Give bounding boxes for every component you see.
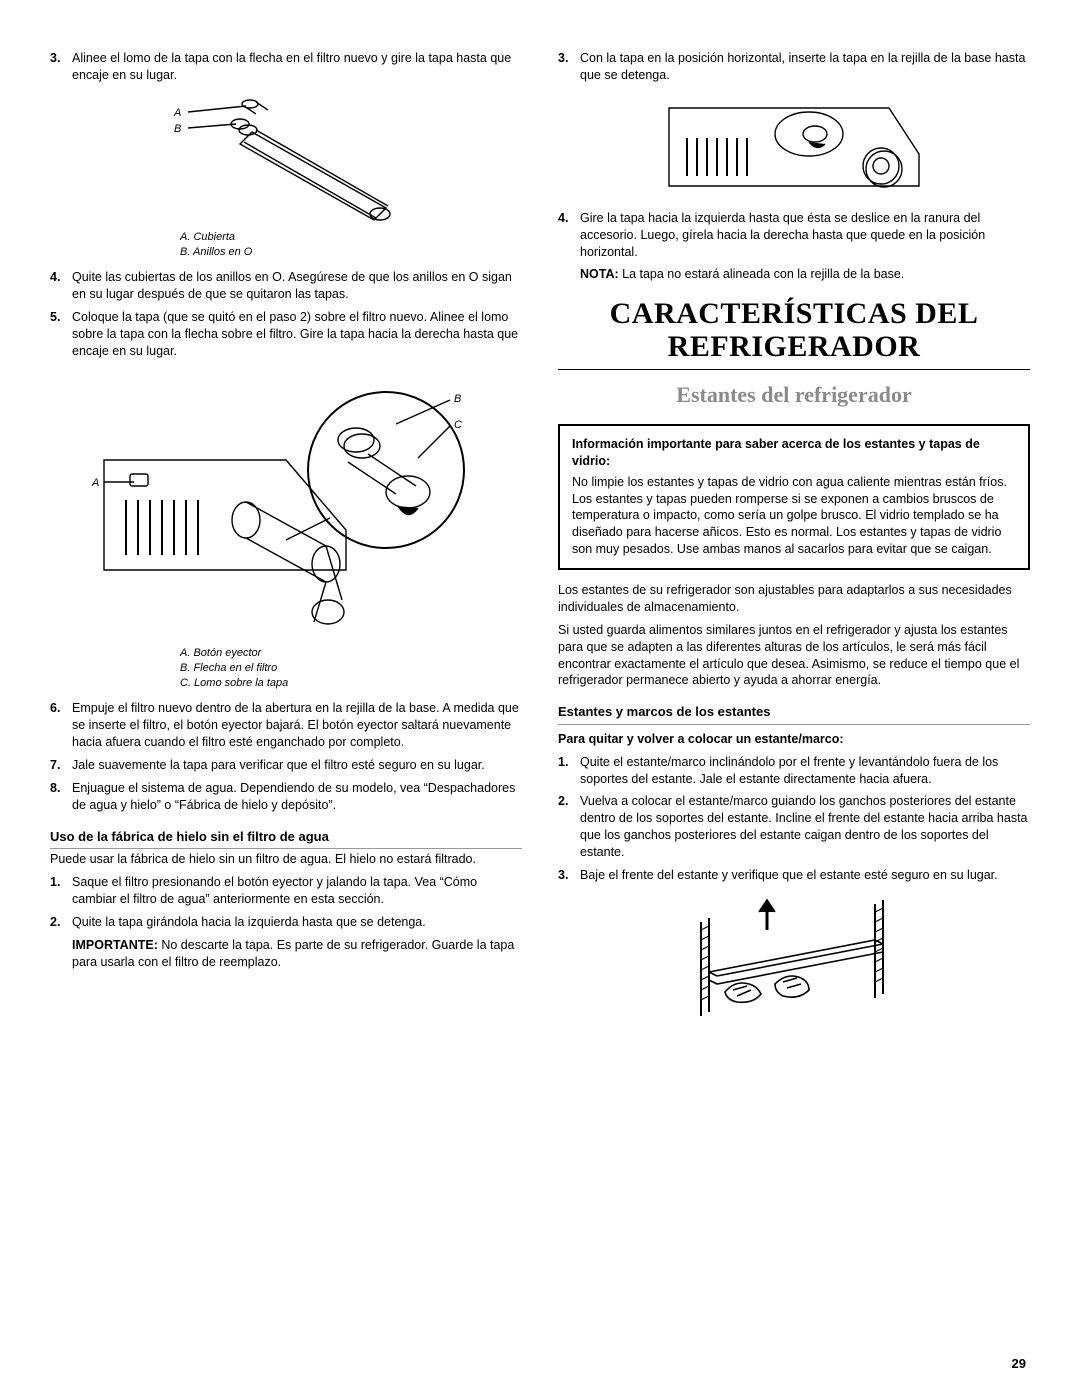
item-number: 4. [558,210,580,261]
left-subhead-1: Uso de la fábrica de hielo sin el filtro… [50,828,522,850]
item-text: Enjuague el sistema de agua. Dependiendo… [72,780,522,814]
page-number: 29 [1012,1355,1026,1373]
caption-c: C. Lomo sobre la tapa [180,676,522,691]
label-a: A [173,107,181,119]
item-number: 3. [50,50,72,84]
svg-text:B: B [454,393,461,405]
list-item: 7. Jale suavemente la tapa para verifica… [50,757,522,774]
right-para-1: Los estantes de su refrigerador son ajus… [558,582,1030,616]
item-number: 3. [558,867,580,884]
info-box-title: Información importante para saber acerca… [572,436,1016,470]
label-b: B [174,123,181,135]
left-list-4: 1. Saque el filtro presionando el botón … [50,874,522,931]
item-text: Vuelva a colocar el estante/marco guiand… [580,793,1030,861]
list-item: 8. Enjuague el sistema de agua. Dependie… [50,780,522,814]
item-text: Alinee el lomo de la tapa con la flecha … [72,50,522,84]
figure1-caption: A. Cubierta B. Anillos en O [180,230,522,260]
item-number: 2. [558,793,580,861]
list-item: 1. Saque el filtro presionando el botón … [50,874,522,908]
section-title: CARACTERÍSTICAS DEL REFRIGERADOR [558,297,1030,363]
nota-label: NOTA: [580,267,619,281]
list-item: 4. Gire la tapa hacia la izquierda hasta… [558,210,1030,261]
right-list-1: 3. Con la tapa en la posición horizontal… [558,50,1030,84]
caption-a: A. Botón eyector [180,646,522,661]
left-list-1: 3. Alinee el lomo de la tapa con la flec… [50,50,522,84]
caption-b: B. Flecha en el filtro [180,661,522,676]
info-box-body: No limpie los estantes y tapas de vidrio… [572,474,1016,558]
figure-cap-insert [558,94,1030,204]
section-title-line1: CARACTERÍSTICAS DEL [558,297,1030,330]
left-column: 3. Alinee el lomo de la tapa con la flec… [50,50,522,1030]
item-number: 1. [558,754,580,788]
important-label: IMPORTANTE: [72,938,158,952]
caption-b: B. Anillos en O [180,245,522,260]
list-item: 5. Coloque la tapa (que se quitó en el p… [50,309,522,360]
list-item: 1. Quite el estante/marco inclinándolo p… [558,754,1030,788]
bold-instruction: Para quitar y volver a colocar un estant… [558,731,1030,748]
item-number: 3. [558,50,580,84]
figure-grille-detail: A B C [50,370,522,640]
right-list-2: 4. Gire la tapa hacia la izquierda hasta… [558,210,1030,261]
section-subtitle: Estantes del refrigerador [558,380,1030,410]
figure2-caption: A. Botón eyector B. Flecha en el filtro … [180,646,522,691]
item-number: 2. [50,914,72,931]
item-text: Gire la tapa hacia la izquierda hasta qu… [580,210,1030,261]
nota-line: NOTA: La tapa no estará alineada con la … [580,266,1030,283]
item-text: Empuje el filtro nuevo dentro de la aber… [72,700,522,751]
list-item: 4. Quite las cubiertas de los anillos en… [50,269,522,303]
list-item: 3. Alinee el lomo de la tapa con la flec… [50,50,522,84]
list-item: 6. Empuje el filtro nuevo dentro de la a… [50,700,522,751]
left-list-3: 6. Empuje el filtro nuevo dentro de la a… [50,700,522,813]
two-column-layout: 3. Alinee el lomo de la tapa con la flec… [50,50,1030,1030]
right-column: 3. Con la tapa en la posición horizontal… [558,50,1030,1030]
important-note: IMPORTANTE: No descarte la tapa. Es part… [72,937,522,971]
svg-text:A: A [91,477,99,489]
section-title-line2: REFRIGERADOR [558,330,1030,363]
item-text: Baje el frente del estante y verifique q… [580,867,1030,884]
list-item: 3. Con la tapa en la posición horizontal… [558,50,1030,84]
item-text: Con la tapa en la posición horizontal, i… [580,50,1030,84]
item-number: 6. [50,700,72,751]
item-text: Jale suavemente la tapa para verificar q… [72,757,522,774]
item-number: 4. [50,269,72,303]
list-item: 2. Quite la tapa girándola hacia la izqu… [50,914,522,931]
item-number: 5. [50,309,72,360]
left-para-1: Puede usar la fábrica de hielo sin un fi… [50,851,522,868]
left-list-2: 4. Quite las cubiertas de los anillos en… [50,269,522,359]
right-para-2: Si usted guarda alimentos similares junt… [558,622,1030,690]
nota-text: La tapa no estará alineada con la rejill… [619,267,905,281]
section-rule [558,369,1030,370]
item-text: Saque el filtro presionando el botón eye… [72,874,522,908]
right-list-3: 1. Quite el estante/marco inclinándolo p… [558,754,1030,884]
item-number: 1. [50,874,72,908]
item-number: 7. [50,757,72,774]
info-box: Información importante para saber acerca… [558,424,1030,570]
list-item: 3. Baje el frente del estante y verifiqu… [558,867,1030,884]
item-text: Quite la tapa girándola hacia la izquier… [72,914,522,931]
item-text: Quite el estante/marco inclinándolo por … [580,754,1030,788]
figure-shelf [558,894,1030,1024]
svg-text:C: C [454,419,462,431]
item-text: Coloque la tapa (que se quitó en el paso… [72,309,522,360]
figure-filter-cap: A B [50,94,522,224]
item-text: Quite las cubiertas de los anillos en O.… [72,269,522,303]
right-subhead-1: Estantes y marcos de los estantes [558,703,1030,725]
list-item: 2. Vuelva a colocar el estante/marco gui… [558,793,1030,861]
caption-a: A. Cubierta [180,230,522,245]
item-number: 8. [50,780,72,814]
